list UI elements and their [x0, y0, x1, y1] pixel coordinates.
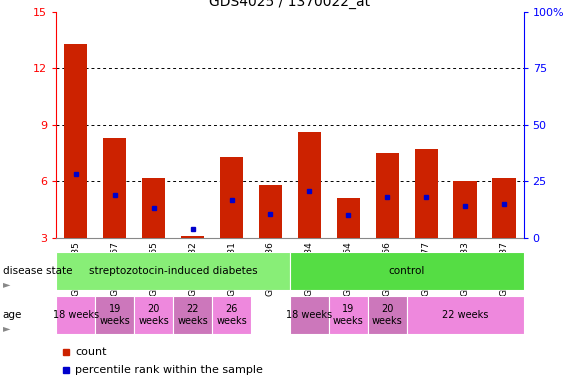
Bar	[181, 236, 204, 238]
Text: 20
weeks: 20 weeks	[372, 304, 403, 326]
Bar	[376, 153, 399, 238]
Text: percentile rank within the sample: percentile rank within the sample	[75, 365, 263, 375]
Text: 22 weeks: 22 weeks	[442, 310, 488, 320]
Bar	[337, 199, 360, 238]
Text: disease state: disease state	[3, 266, 72, 276]
Text: 19
weeks: 19 weeks	[333, 304, 364, 326]
Text: count: count	[75, 347, 106, 357]
Text: 26
weeks: 26 weeks	[216, 304, 247, 326]
Bar	[64, 44, 87, 238]
Text: 20
weeks: 20 weeks	[138, 304, 169, 326]
Text: ►: ►	[3, 279, 10, 289]
Bar	[134, 296, 173, 334]
Title: GDS4025 / 1370022_at: GDS4025 / 1370022_at	[209, 0, 370, 9]
Bar	[290, 252, 524, 290]
Bar	[173, 296, 212, 334]
Text: 22
weeks: 22 weeks	[177, 304, 208, 326]
Bar	[329, 296, 368, 334]
Text: ►: ►	[3, 323, 10, 333]
Bar	[454, 182, 477, 238]
Bar	[220, 157, 243, 238]
Bar	[414, 149, 438, 238]
Bar	[95, 296, 134, 334]
Bar	[212, 296, 251, 334]
Text: 18 weeks: 18 weeks	[287, 310, 333, 320]
Text: 18 weeks: 18 weeks	[53, 310, 99, 320]
Bar	[56, 252, 290, 290]
Text: control: control	[388, 266, 425, 276]
Bar	[368, 296, 406, 334]
Bar	[298, 132, 321, 238]
Bar	[142, 178, 166, 238]
Text: streptozotocin-induced diabetes: streptozotocin-induced diabetes	[89, 266, 257, 276]
Bar	[406, 296, 524, 334]
Bar	[259, 185, 282, 238]
Bar	[103, 138, 126, 238]
Text: 19
weeks: 19 weeks	[99, 304, 130, 326]
Bar	[290, 296, 329, 334]
Bar	[56, 296, 95, 334]
Bar	[493, 178, 516, 238]
Text: age: age	[3, 310, 22, 320]
